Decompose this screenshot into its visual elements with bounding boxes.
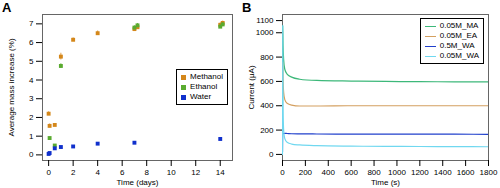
svg-text:Current (μA): Current (μA) (247, 65, 256, 110)
svg-text:5: 5 (29, 57, 34, 66)
svg-text:10: 10 (167, 168, 176, 177)
svg-text:800: 800 (367, 168, 381, 177)
html-text:B: B (242, 0, 252, 15)
svg-text:0: 0 (269, 150, 274, 159)
html-text:0.5M_WA: 0.5M_WA (439, 41, 475, 50)
svg-text:4: 4 (95, 168, 100, 177)
svg-text:8: 8 (144, 168, 149, 177)
html-text:Methanol: Methanol (190, 72, 223, 81)
html-text:0.05M_WA: 0.05M_WA (439, 51, 479, 60)
svg-text:1100: 1100 (256, 16, 274, 25)
svg-text:400: 400 (322, 168, 336, 177)
svg-text:7: 7 (29, 19, 34, 28)
html-text:A: A (2, 0, 12, 15)
html-text:Ethanol: Ethanol (190, 82, 218, 91)
svg-text:0: 0 (29, 150, 34, 159)
svg-text:2: 2 (29, 113, 34, 122)
svg-text:600: 600 (260, 77, 274, 86)
svg-text:14: 14 (216, 168, 225, 177)
html-text:Water: Water (190, 92, 212, 101)
svg-text:200: 200 (260, 126, 274, 135)
svg-text:600: 600 (344, 168, 358, 177)
svg-text:1600: 1600 (457, 168, 475, 177)
svg-text:3: 3 (29, 94, 34, 103)
svg-text:1000: 1000 (388, 168, 406, 177)
svg-text:1000: 1000 (256, 28, 274, 37)
svg-text:Average mass increase (%): Average mass increase (%) (7, 38, 16, 136)
svg-text:800: 800 (260, 53, 274, 62)
svg-text:Time (days): Time (days) (117, 178, 159, 187)
svg-text:0: 0 (280, 168, 285, 177)
svg-text:0: 0 (46, 168, 51, 177)
svg-text:1200: 1200 (411, 168, 429, 177)
svg-text:6: 6 (120, 168, 125, 177)
svg-text:4: 4 (29, 76, 34, 85)
svg-text:Time (s): Time (s) (371, 178, 400, 187)
svg-text:1400: 1400 (434, 168, 452, 177)
svg-text:6: 6 (29, 38, 34, 47)
html-text:0.05M_EA: 0.05M_EA (439, 31, 478, 40)
svg-text:400: 400 (260, 101, 274, 110)
svg-text:2: 2 (71, 168, 76, 177)
html-text:0.05M_MA: 0.05M_MA (439, 21, 479, 30)
svg-text:12: 12 (191, 168, 200, 177)
svg-text:200: 200 (299, 168, 313, 177)
svg-text:1800: 1800 (480, 168, 498, 177)
svg-text:1: 1 (29, 132, 34, 141)
